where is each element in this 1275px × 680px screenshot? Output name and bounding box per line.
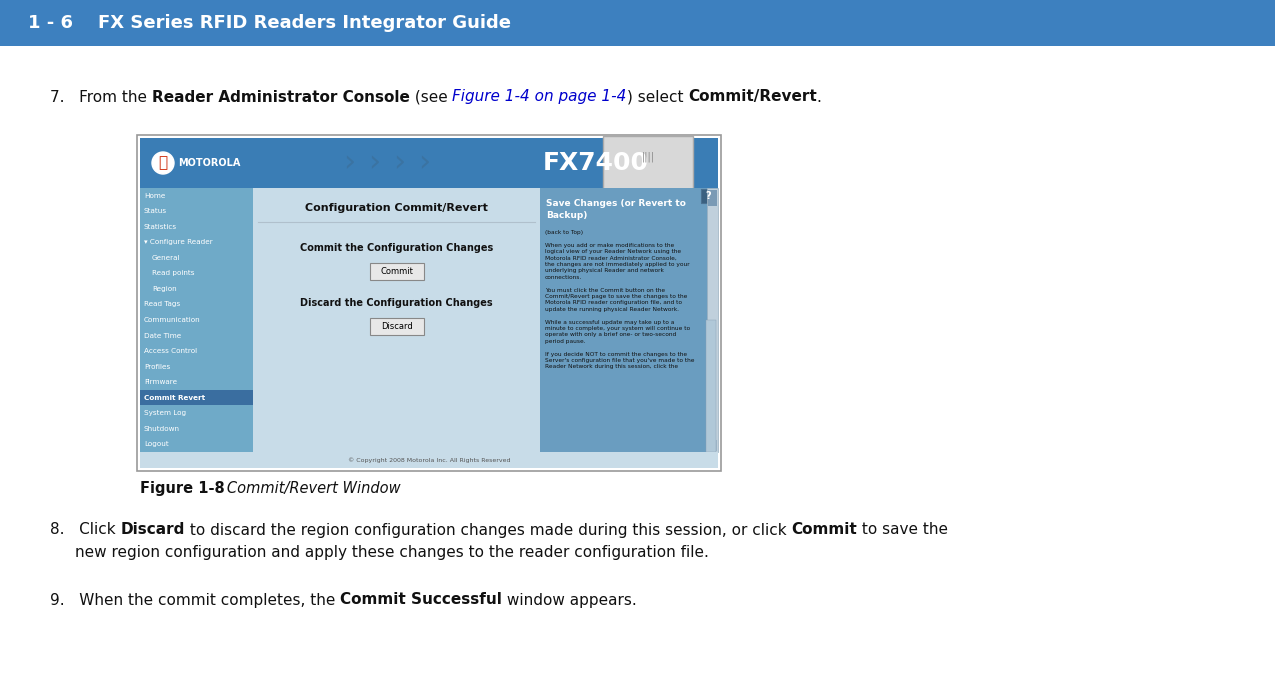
Text: ?: ?: [705, 191, 711, 201]
Text: 8.   Click: 8. Click: [50, 522, 121, 537]
Text: © Copyright 2008 Motorola Inc. All Rights Reserved: © Copyright 2008 Motorola Inc. All Right…: [348, 457, 510, 463]
Text: MOTOROLA: MOTOROLA: [179, 158, 241, 168]
Bar: [140, 390, 252, 405]
Text: Commit: Commit: [380, 267, 413, 276]
Bar: [706, 320, 717, 452]
Text: Discard: Discard: [381, 322, 412, 331]
Text: Ⓜ: Ⓜ: [158, 156, 167, 171]
Text: FX7400: FX7400: [543, 151, 649, 175]
Text: ›: ›: [393, 148, 405, 177]
Text: Backup): Backup): [546, 211, 588, 220]
Text: Home: Home: [144, 192, 166, 199]
Text: 7.   From the: 7. From the: [50, 90, 152, 105]
Text: ▾ Configure Reader: ▾ Configure Reader: [144, 239, 213, 245]
Text: Profiles: Profiles: [144, 364, 171, 370]
Bar: [708, 190, 717, 206]
Text: Region: Region: [152, 286, 177, 292]
Text: Discard the Configuration Changes: Discard the Configuration Changes: [300, 298, 493, 308]
Text: ||||: ||||: [641, 152, 654, 163]
Bar: [140, 138, 718, 188]
Text: Commit/Revert Window: Commit/Revert Window: [213, 481, 400, 496]
Text: Read points: Read points: [152, 271, 195, 276]
Text: Commit Revert: Commit Revert: [144, 394, 205, 401]
Text: to save the: to save the: [857, 522, 949, 537]
Text: (back to Top)

When you add or make modifications to the
logical view of your Re: (back to Top) When you add or make modif…: [544, 230, 695, 369]
Text: Communication: Communication: [144, 317, 200, 323]
Text: Date Time: Date Time: [144, 333, 181, 339]
Text: Save Changes (or Revert to: Save Changes (or Revert to: [546, 199, 686, 207]
Text: to discard the region configuration changes made during this session, or click: to discard the region configuration chan…: [185, 522, 792, 537]
Text: 9.   When the commit completes, the: 9. When the commit completes, the: [50, 592, 340, 607]
Bar: [136, 135, 720, 471]
Text: Commit the Configuration Changes: Commit the Configuration Changes: [300, 243, 493, 253]
FancyBboxPatch shape: [370, 263, 423, 280]
Text: System Log: System Log: [144, 410, 186, 416]
Bar: [708, 440, 717, 451]
Circle shape: [152, 152, 173, 174]
Text: .: .: [817, 90, 822, 105]
Text: Commit Successful: Commit Successful: [340, 592, 502, 607]
Bar: [541, 188, 718, 452]
Text: Firmware: Firmware: [144, 379, 177, 385]
Text: Reader Administrator Console: Reader Administrator Console: [152, 90, 409, 105]
Text: new region configuration and apply these changes to the reader configuration fil: new region configuration and apply these…: [75, 545, 709, 560]
Text: Statistics: Statistics: [144, 224, 177, 230]
Text: Status: Status: [144, 208, 167, 214]
Text: window appears.: window appears.: [502, 592, 638, 607]
Text: ›: ›: [368, 148, 380, 177]
Text: General: General: [152, 255, 181, 261]
Text: Access Control: Access Control: [144, 348, 198, 354]
Bar: [708, 188, 718, 452]
FancyBboxPatch shape: [370, 318, 423, 335]
Bar: [603, 136, 694, 194]
Text: Shutdown: Shutdown: [144, 426, 180, 432]
Text: ›: ›: [418, 148, 430, 177]
Text: Logout: Logout: [144, 441, 168, 447]
Bar: [140, 188, 252, 452]
Text: Figure 1-4 on page 1-4: Figure 1-4 on page 1-4: [453, 90, 627, 105]
Text: Commit: Commit: [792, 522, 857, 537]
Text: ›: ›: [343, 148, 356, 177]
Bar: [252, 188, 541, 452]
Text: Commit/Revert: Commit/Revert: [688, 90, 817, 105]
Text: 1 - 6    FX Series RFID Readers Integrator Guide: 1 - 6 FX Series RFID Readers Integrator …: [28, 14, 511, 32]
Text: Discard: Discard: [121, 522, 185, 537]
Text: ) select: ) select: [627, 90, 688, 105]
Bar: [140, 452, 718, 468]
Text: (see: (see: [409, 90, 453, 105]
Text: Read Tags: Read Tags: [144, 301, 180, 307]
Bar: [0, 0, 1275, 46]
Text: Figure 1-8: Figure 1-8: [140, 481, 224, 496]
FancyBboxPatch shape: [701, 189, 717, 203]
Text: Configuration Commit/Revert: Configuration Commit/Revert: [305, 203, 488, 213]
